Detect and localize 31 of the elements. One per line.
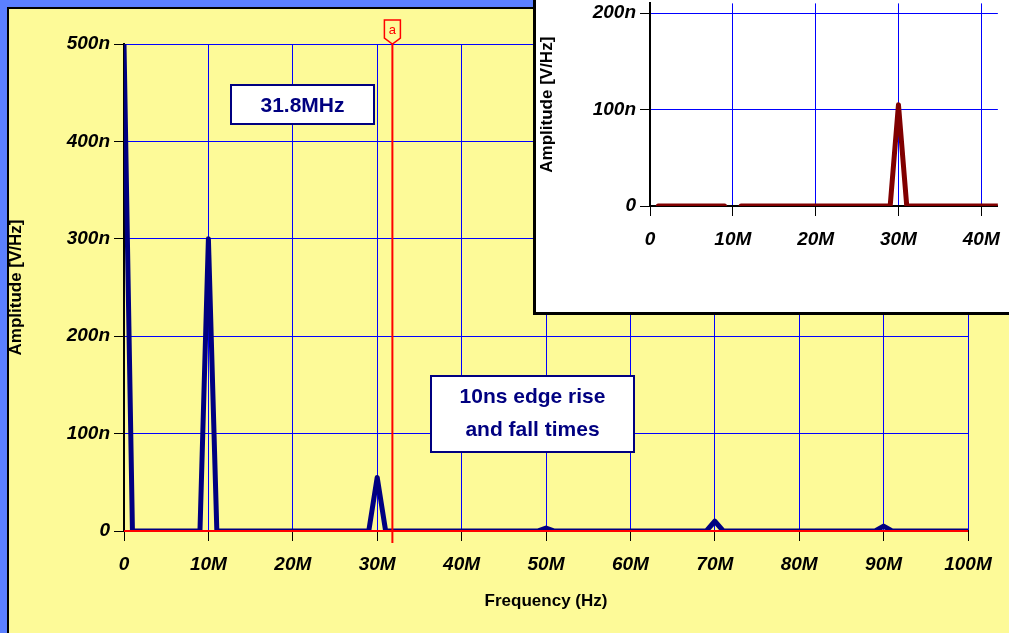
- x-tick-label: 50M: [527, 552, 566, 574]
- annotation: 10ns edge rise and fall times: [430, 375, 635, 453]
- x-tick-label: 70M: [696, 552, 735, 574]
- y-tick-label: 500n: [66, 32, 110, 54]
- x-tick-label: 100M: [944, 552, 993, 574]
- y-tick-label: 0: [99, 519, 111, 541]
- y-tick-label: 0: [625, 194, 637, 216]
- x-tick-label: 90M: [865, 552, 904, 574]
- x-tick-label: 20M: [796, 227, 836, 249]
- x-tick-label: 10M: [189, 552, 229, 574]
- ref-line-label: a: [388, 21, 397, 37]
- x-axis-title: Frequency (Hz): [484, 591, 608, 611]
- y-axis-title: Amplitude [V/Hz]: [5, 219, 25, 356]
- x-tick-label: 80M: [780, 552, 819, 574]
- x-tick-label: 0: [118, 552, 130, 574]
- x-tick-label: 40M: [961, 227, 1001, 249]
- x-tick-label: 30M: [879, 227, 919, 249]
- y-tick-label: 400n: [65, 129, 110, 151]
- y-tick-label: 200n: [591, 1, 636, 23]
- y-tick-label: 100n: [592, 97, 636, 119]
- y-tick-label: 200n: [65, 324, 110, 346]
- x-tick-label: 0: [644, 227, 656, 249]
- y-axis-title: Amplitude [V/Hz]: [536, 36, 556, 173]
- x-tick-label: 20M: [273, 552, 313, 574]
- x-tick-label: 10M: [714, 227, 753, 249]
- annotation: 31.8MHz: [230, 84, 375, 125]
- y-tick-label: 300n: [66, 227, 110, 249]
- x-tick-label: 30M: [358, 552, 397, 574]
- x-tick-label: 40M: [442, 552, 482, 574]
- x-tick-label: 60M: [611, 552, 651, 574]
- y-tick-label: 100n: [66, 421, 110, 443]
